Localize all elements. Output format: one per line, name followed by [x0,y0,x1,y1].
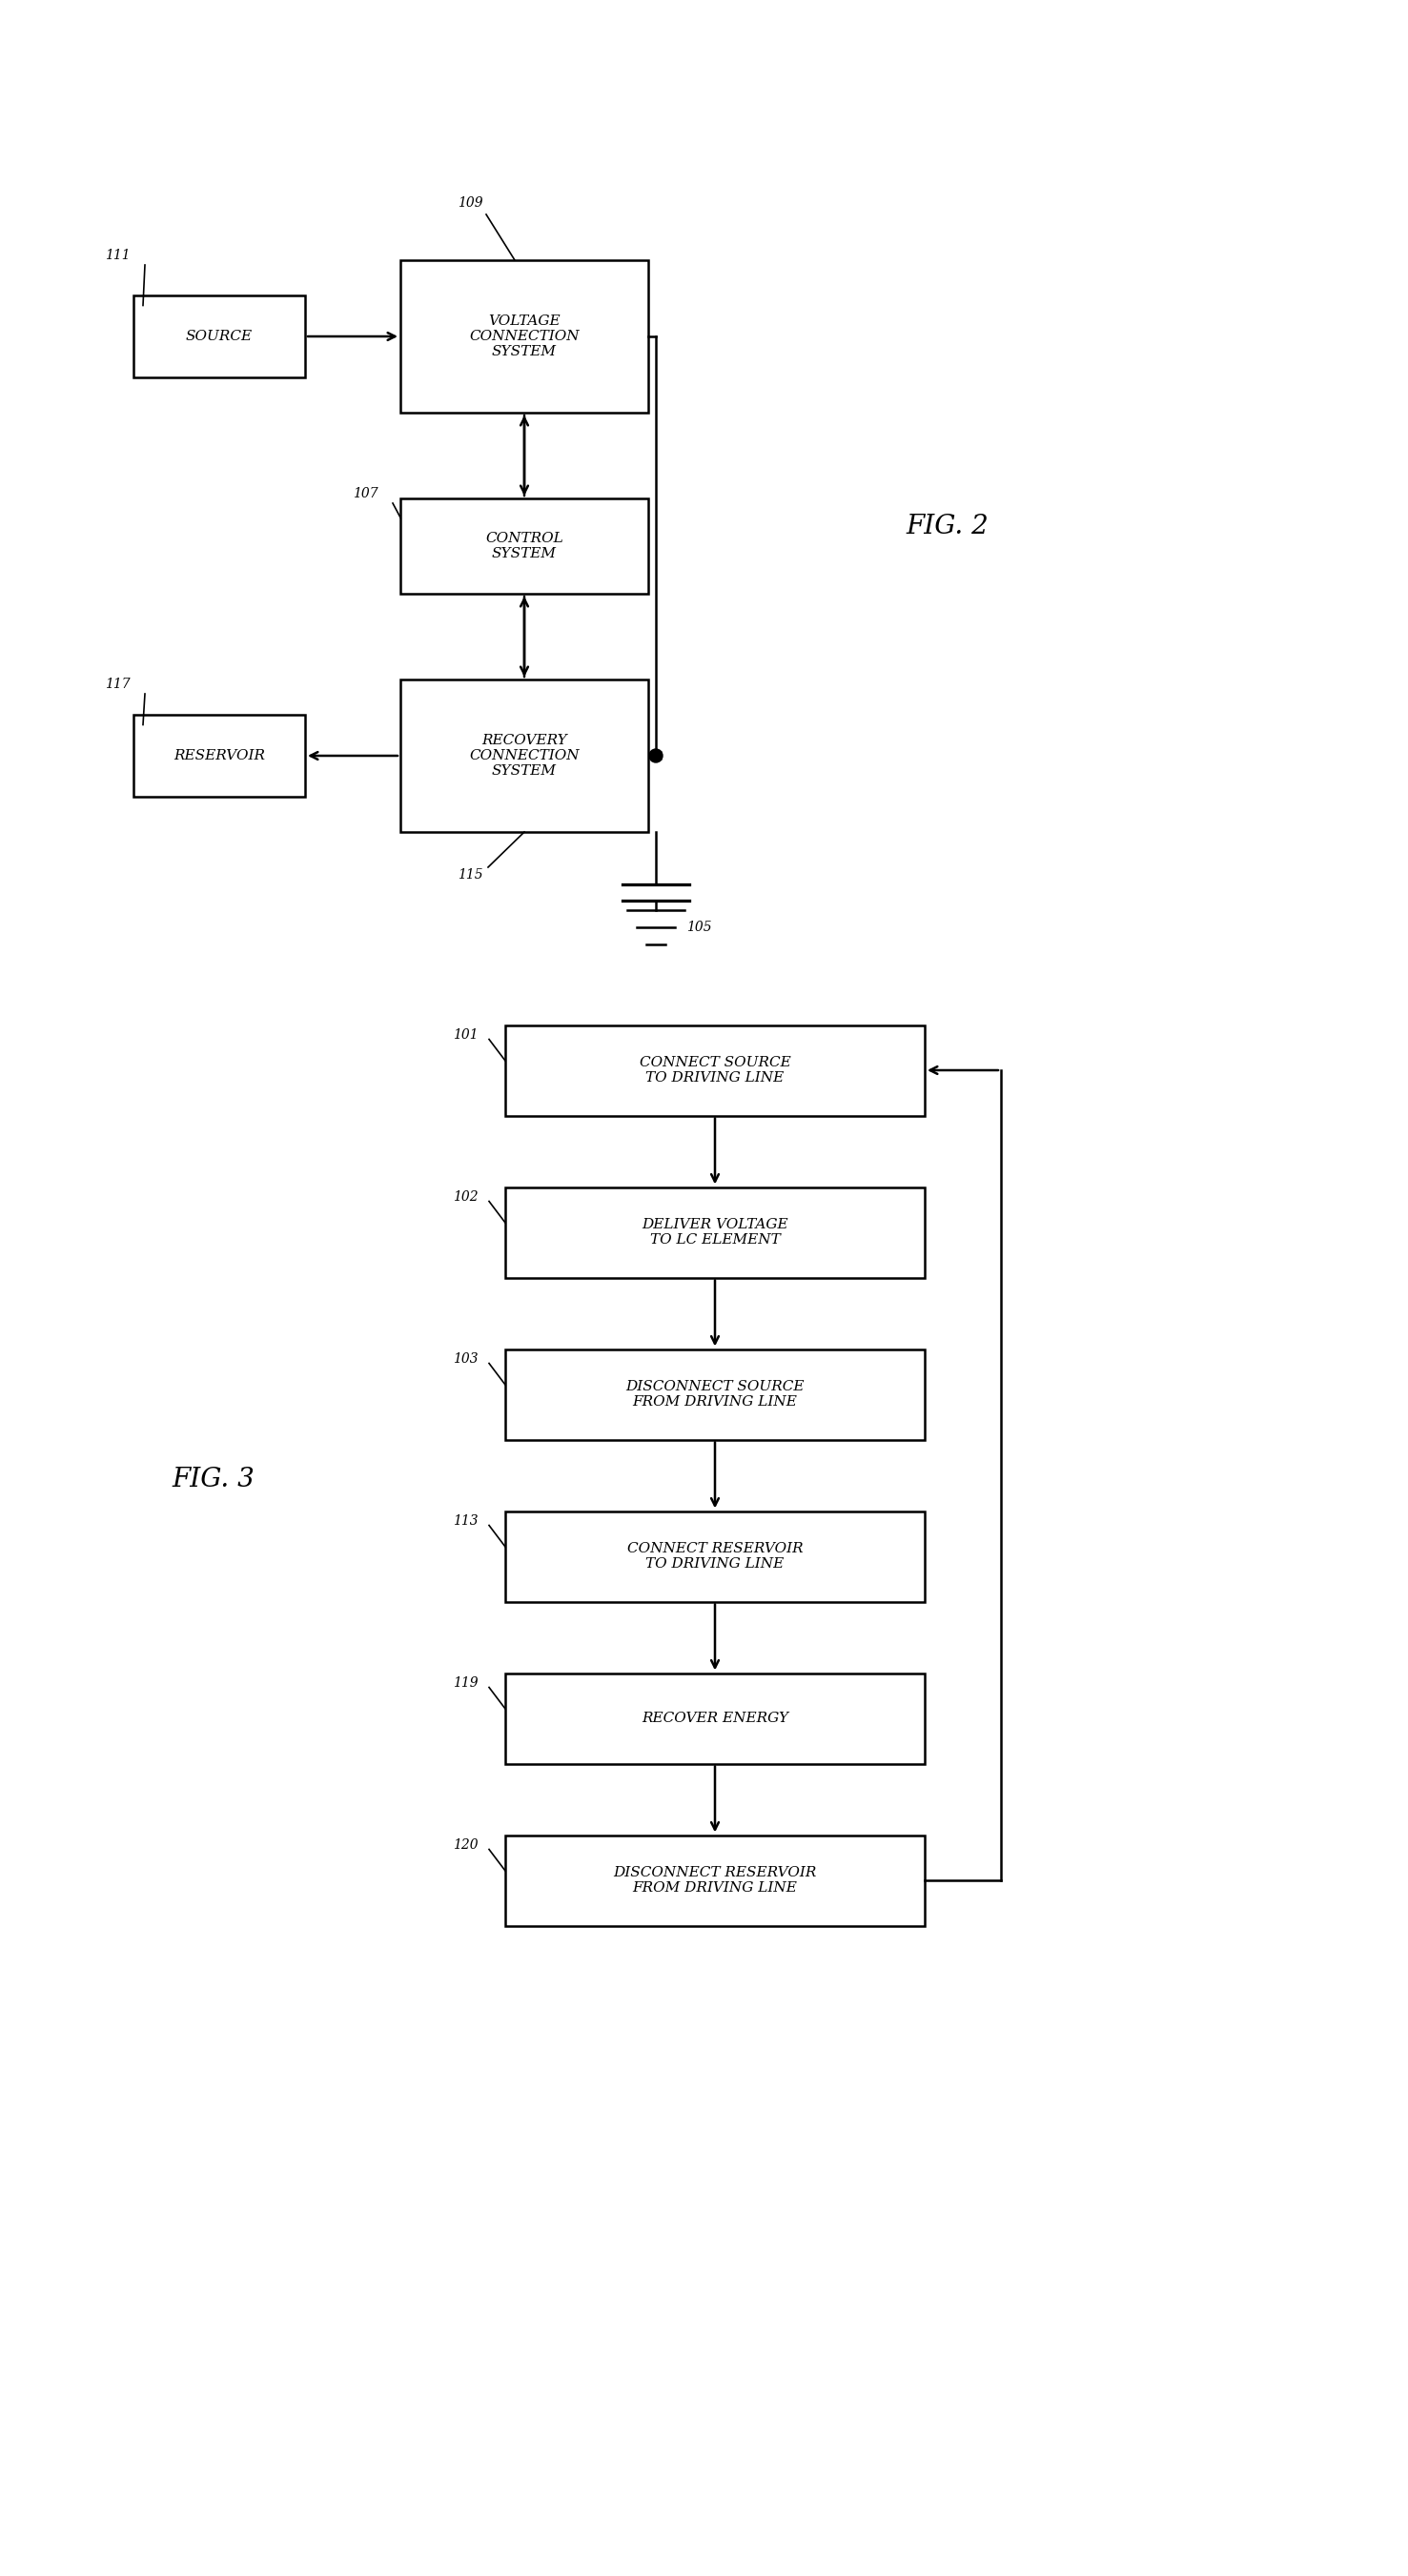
Text: 111: 111 [104,250,131,263]
Text: 103: 103 [453,1352,479,1365]
Text: DISCONNECT SOURCE
FROM DRIVING LINE: DISCONNECT SOURCE FROM DRIVING LINE [625,1381,804,1409]
Text: 102: 102 [453,1190,479,1203]
Text: 107: 107 [353,487,379,500]
Text: 105: 105 [686,920,712,935]
Bar [505,1834,925,1927]
Text: 115: 115 [458,868,483,881]
Text: FIG. 2: FIG. 2 [905,515,988,541]
Bar [505,1350,925,1440]
Text: CONNECT SOURCE
TO DRIVING LINE: CONNECT SOURCE TO DRIVING LINE [639,1056,791,1084]
Bar [505,1188,925,1278]
Bar [505,1672,925,1765]
Text: VOLTAGE
CONNECTION
SYSTEM: VOLTAGE CONNECTION SYSTEM [469,314,580,358]
Text: DELIVER VOLTAGE
TO LC ELEMENT: DELIVER VOLTAGE TO LC ELEMENT [642,1218,788,1247]
Text: 120: 120 [453,1837,479,1852]
Text: 117: 117 [104,677,131,690]
Bar [134,716,306,796]
Text: 113: 113 [453,1515,479,1528]
Circle shape [649,750,663,762]
Bar [505,1512,925,1602]
Text: RECOVER ENERGY: RECOVER ENERGY [642,1710,788,1726]
Text: RESERVOIR: RESERVOIR [173,750,265,762]
Bar [400,497,648,592]
Text: 101: 101 [453,1028,479,1041]
Text: CONTROL
SYSTEM: CONTROL SYSTEM [486,531,563,562]
Text: FIG. 3: FIG. 3 [172,1468,255,1494]
Text: CONNECT RESERVOIR
TO DRIVING LINE: CONNECT RESERVOIR TO DRIVING LINE [627,1543,803,1571]
Text: 109: 109 [458,196,483,209]
Text: DISCONNECT RESERVOIR
FROM DRIVING LINE: DISCONNECT RESERVOIR FROM DRIVING LINE [614,1865,817,1896]
Bar [505,1025,925,1115]
Bar [400,680,648,832]
Text: SOURCE: SOURCE [186,330,252,343]
Text: 119: 119 [453,1677,479,1690]
Text: RECOVERY
CONNECTION
SYSTEM: RECOVERY CONNECTION SYSTEM [469,734,580,778]
Bar [134,296,306,376]
Bar [400,260,648,412]
